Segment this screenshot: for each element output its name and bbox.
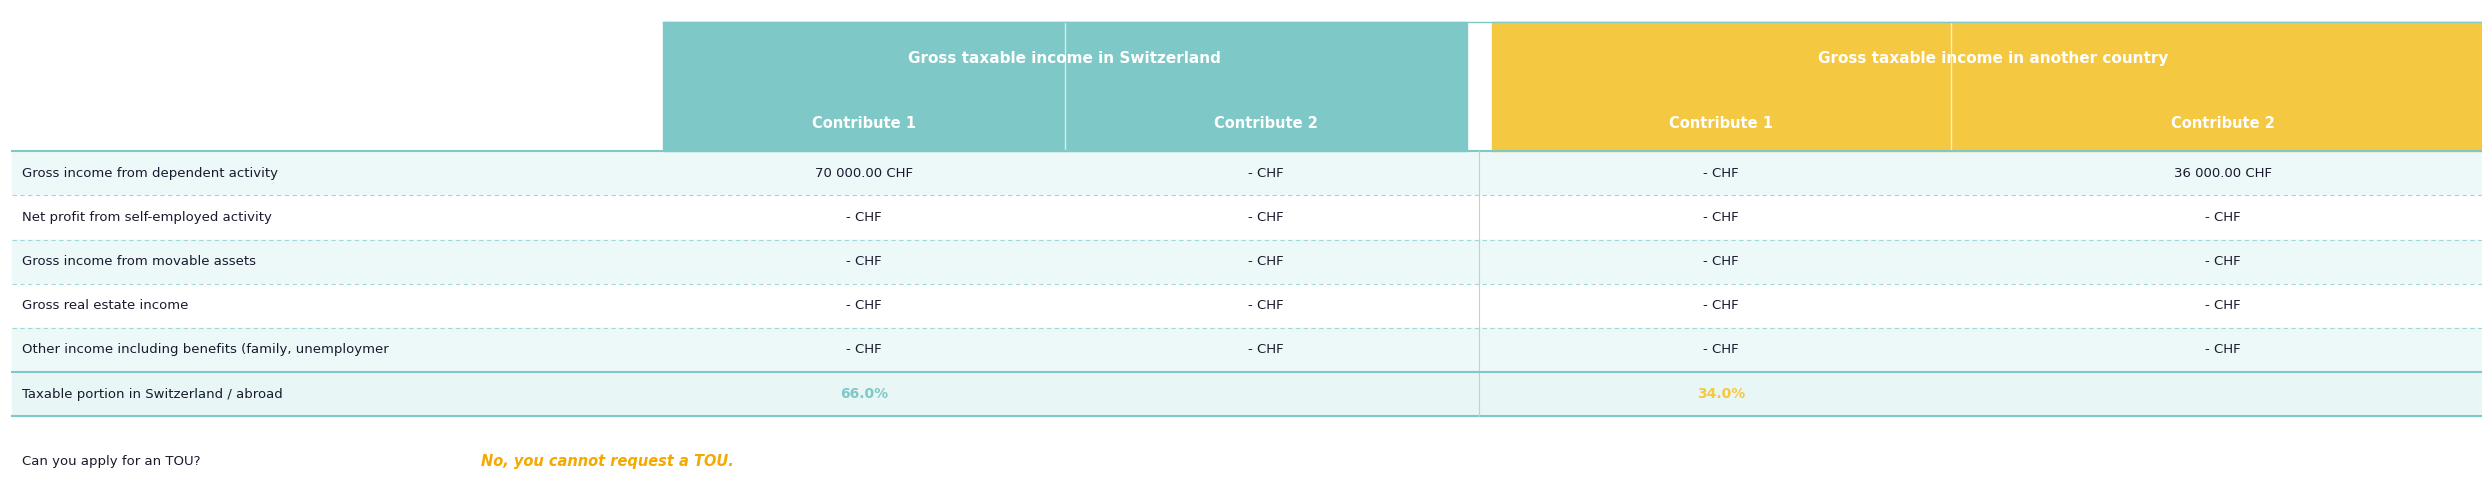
Text: Taxable portion in Switzerland / abroad: Taxable portion in Switzerland / abroad [22, 387, 283, 401]
Text: - CHF: - CHF [1703, 299, 1740, 312]
Bar [12, 151, 2482, 195]
Text: Contribute 2: Contribute 2 [1214, 116, 1318, 131]
Text: No, you cannot request a TOU.: No, you cannot request a TOU. [482, 454, 732, 469]
Text: Contribute 1: Contribute 1 [812, 116, 916, 131]
Text: 36 000.00 CHF: 36 000.00 CHF [2174, 167, 2271, 180]
Bar [12, 328, 2482, 372]
Text: - CHF: - CHF [2204, 211, 2241, 224]
Bar [12, 372, 2482, 416]
Bar [12, 284, 2482, 328]
Text: - CHF: - CHF [2204, 299, 2241, 312]
Bar [663, 22, 1467, 151]
Text: - CHF: - CHF [2204, 255, 2241, 268]
Text: Contribute 1: Contribute 1 [1670, 116, 1772, 131]
Text: Can you apply for an TOU?: Can you apply for an TOU? [22, 455, 201, 468]
Bar [12, 240, 2482, 284]
Text: Gross income from movable assets: Gross income from movable assets [22, 255, 256, 268]
Text: 66.0%: 66.0% [839, 387, 889, 401]
Text: - CHF: - CHF [1248, 255, 1283, 268]
Text: Other income including benefits (family, unemploymer: Other income including benefits (family,… [22, 343, 390, 357]
Text: Gross income from dependent activity: Gross income from dependent activity [22, 167, 278, 180]
Text: - CHF: - CHF [1703, 343, 1740, 357]
Text: 70 000.00 CHF: 70 000.00 CHF [814, 167, 913, 180]
Bar [12, 195, 2482, 240]
Text: Gross taxable income in another country: Gross taxable income in another country [1817, 51, 2169, 66]
Text: - CHF: - CHF [846, 343, 881, 357]
Text: Gross real estate income: Gross real estate income [22, 299, 189, 312]
Text: - CHF: - CHF [1703, 255, 1740, 268]
Text: - CHF: - CHF [1703, 167, 1740, 180]
Text: 34.0%: 34.0% [1698, 387, 1745, 401]
Text: Net profit from self-employed activity: Net profit from self-employed activity [22, 211, 273, 224]
Text: Contribute 2: Contribute 2 [2172, 116, 2274, 131]
Text: - CHF: - CHF [1248, 211, 1283, 224]
Text: - CHF: - CHF [846, 255, 881, 268]
Text: Gross taxable income in Switzerland: Gross taxable income in Switzerland [908, 51, 1221, 66]
Text: - CHF: - CHF [846, 211, 881, 224]
Text: - CHF: - CHF [1248, 343, 1283, 357]
Text: - CHF: - CHF [1248, 299, 1283, 312]
Text: - CHF: - CHF [846, 299, 881, 312]
Text: - CHF: - CHF [1248, 167, 1283, 180]
Bar [1492, 22, 2482, 151]
Text: - CHF: - CHF [2204, 343, 2241, 357]
Text: - CHF: - CHF [1703, 211, 1740, 224]
